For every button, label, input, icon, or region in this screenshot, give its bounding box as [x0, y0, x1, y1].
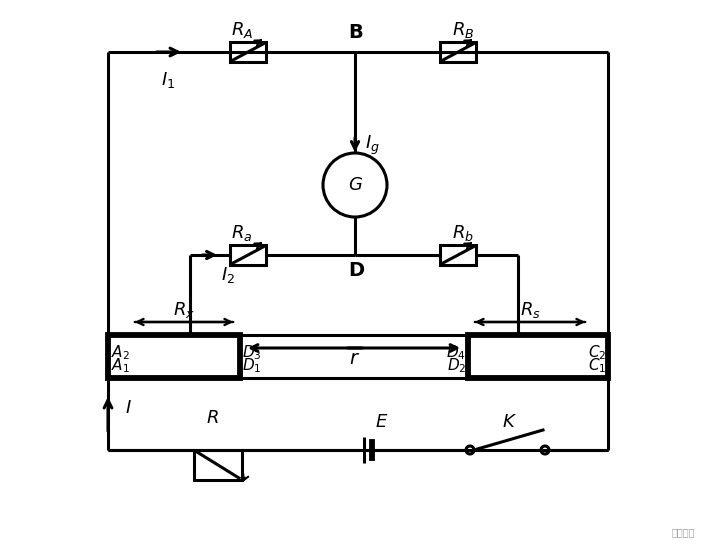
Text: $R_a$: $R_a$	[231, 223, 253, 243]
Text: $R_B$: $R_B$	[452, 20, 474, 40]
Text: $I$: $I$	[125, 399, 132, 417]
Bar	[468, 335, 608, 378]
Text: $I_g$: $I_g$	[364, 133, 379, 156]
Circle shape	[541, 446, 549, 454]
Text: $R_A$: $R_A$	[231, 20, 253, 40]
Text: $D_3$: $D_3$	[242, 344, 261, 362]
Text: $K$: $K$	[502, 413, 516, 431]
Text: 知乎用户: 知乎用户	[672, 527, 695, 537]
Bar	[230, 245, 266, 265]
Text: $D_2$: $D_2$	[446, 357, 466, 376]
Text: $R_s$: $R_s$	[520, 300, 541, 320]
Text: $A_2$: $A_2$	[111, 344, 130, 362]
Text: $R_x$: $R_x$	[173, 300, 195, 320]
Text: $D_1$: $D_1$	[242, 357, 261, 376]
Text: $I_2$: $I_2$	[221, 265, 235, 285]
Bar	[108, 335, 240, 378]
Bar	[440, 42, 476, 62]
Text: $D_4$: $D_4$	[446, 344, 466, 362]
Circle shape	[466, 446, 474, 454]
Text: $R_b$: $R_b$	[452, 223, 474, 243]
Text: $R$: $R$	[206, 409, 218, 427]
Bar	[230, 42, 266, 62]
Bar	[440, 245, 476, 265]
Text: $r$: $r$	[349, 349, 361, 367]
Text: $C_2$: $C_2$	[588, 344, 606, 362]
Text: B: B	[348, 23, 364, 42]
Text: D: D	[348, 261, 364, 281]
Bar	[194, 450, 242, 480]
Text: $E$: $E$	[375, 413, 389, 431]
Text: $I_1$: $I_1$	[161, 70, 175, 90]
Text: G: G	[348, 176, 362, 194]
Text: $C_1$: $C_1$	[588, 357, 606, 376]
Text: $A_1$: $A_1$	[111, 357, 130, 376]
